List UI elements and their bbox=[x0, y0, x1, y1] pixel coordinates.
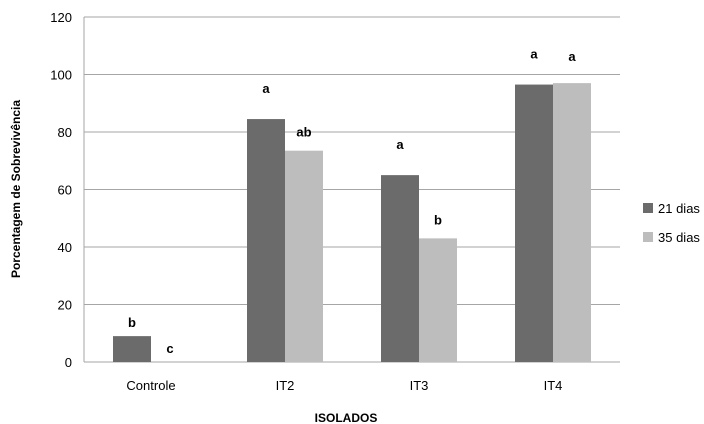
significance-label: a bbox=[568, 49, 576, 64]
y-tick-label: 60 bbox=[58, 183, 72, 198]
x-axis-categories: Controle IT2 IT3 IT4 bbox=[126, 378, 562, 393]
x-category-label: IT3 bbox=[410, 378, 429, 393]
legend-label: 21 dias bbox=[658, 201, 700, 216]
legend-swatch bbox=[643, 203, 653, 213]
bar-it3-35-dias bbox=[419, 238, 457, 362]
bar-controle-21-dias bbox=[113, 336, 151, 362]
x-axis-title: ISOLADOS bbox=[315, 411, 378, 424]
significance-label: ab bbox=[296, 125, 311, 140]
bar-it2-35-dias bbox=[285, 150, 323, 362]
y-tick-label: 100 bbox=[50, 68, 72, 83]
y-axis-ticks: 0 20 40 60 80 100 120 bbox=[50, 10, 72, 370]
y-tick-label: 40 bbox=[58, 240, 72, 255]
bars bbox=[113, 83, 591, 362]
y-tick-label: 80 bbox=[58, 125, 72, 140]
gridlines bbox=[83, 16, 620, 363]
significance-label: a bbox=[262, 81, 270, 96]
legend-label: 35 dias bbox=[658, 230, 700, 245]
x-category-label: Controle bbox=[126, 378, 175, 393]
y-tick-label: 120 bbox=[50, 10, 72, 25]
x-category-label: IT2 bbox=[276, 378, 295, 393]
legend-swatch bbox=[643, 232, 653, 242]
significance-label: a bbox=[530, 47, 538, 62]
y-tick-label: 20 bbox=[58, 298, 72, 313]
bar-it4-21-dias bbox=[515, 84, 553, 362]
legend: 21 dias 35 dias bbox=[643, 201, 700, 245]
bar-it4-35-dias bbox=[553, 83, 591, 362]
significance-label: c bbox=[166, 341, 173, 356]
significance-label: a bbox=[396, 137, 404, 152]
y-tick-label: 0 bbox=[65, 355, 72, 370]
bar-it2-21-dias bbox=[247, 119, 285, 362]
y-axis-title: Porcentagem de Sobrevivência bbox=[9, 100, 23, 278]
significance-label: b bbox=[128, 315, 136, 330]
bar-it3-21-dias bbox=[381, 175, 419, 362]
significance-label: b bbox=[434, 212, 442, 227]
x-category-label: IT4 bbox=[544, 378, 563, 393]
